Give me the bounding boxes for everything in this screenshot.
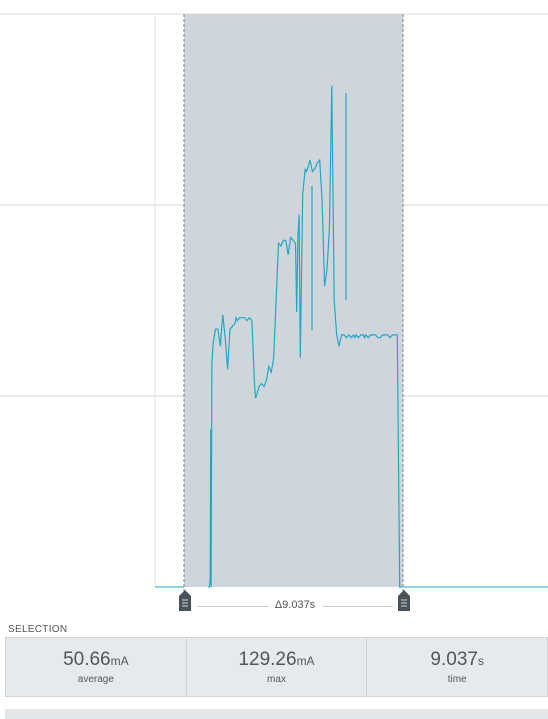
delta-line-right <box>323 606 393 607</box>
stat-time: 9.037s time <box>367 638 547 696</box>
selection-section-label: SELECTION <box>8 624 68 635</box>
delta-line-left <box>198 606 268 607</box>
selection-region[interactable] <box>184 14 403 587</box>
selection-end-handle[interactable] <box>397 590 411 612</box>
selection-start-handle[interactable] <box>178 590 192 612</box>
bottom-panel-edge <box>5 709 548 719</box>
selection-stats-panel: 50.66mA average 129.26mA max 9.037s time <box>5 637 548 697</box>
stat-average-unit: mA <box>110 654 129 668</box>
selection-delta-row: Δ9.037s <box>0 590 548 616</box>
stat-average-value: 50.66 <box>63 649 111 670</box>
stat-max: 129.26mA max <box>187 638 368 696</box>
stat-max-unit: mA <box>296 654 315 668</box>
stat-max-value: 129.26 <box>238 649 297 670</box>
selection-delta-label: Δ9.037s <box>274 599 316 611</box>
stat-time-unit: s <box>477 654 484 668</box>
power-chart[interactable] <box>0 0 548 600</box>
stat-average-caption: average <box>77 674 114 685</box>
current-trace <box>208 85 403 588</box>
stat-time-value: 9.037 <box>430 649 478 670</box>
stat-max-caption: max <box>267 674 286 685</box>
stat-average: 50.66mA average <box>6 638 187 696</box>
stat-time-caption: time <box>447 674 467 685</box>
